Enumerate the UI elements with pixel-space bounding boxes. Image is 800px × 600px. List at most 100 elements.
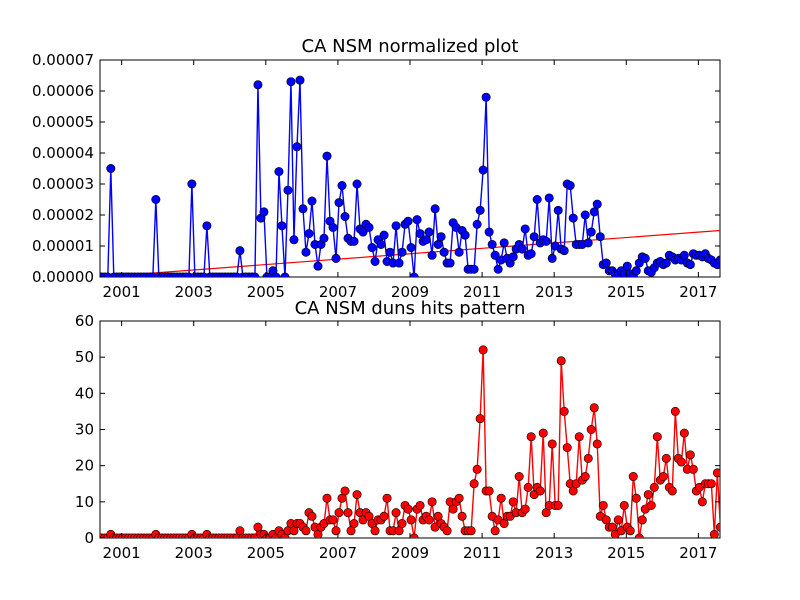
data-point: [331, 253, 341, 263]
data-point: [430, 204, 440, 214]
data-point: [457, 511, 467, 521]
data-point: [235, 246, 245, 256]
data-point: [725, 250, 733, 258]
y-tick-label: 50: [75, 348, 94, 366]
data-point: [490, 526, 500, 536]
data-point: [439, 247, 449, 257]
data-point: [370, 256, 380, 266]
data-point: [478, 165, 488, 175]
data-point: [478, 345, 488, 355]
y-tick-label: 0.00006: [32, 82, 94, 100]
data-point: [394, 258, 404, 268]
y-tick-label: 40: [75, 384, 94, 402]
data-point: [562, 443, 572, 453]
data-point: [334, 508, 344, 518]
data-point: [271, 272, 281, 277]
data-point: [151, 195, 161, 205]
data-point: [556, 356, 566, 366]
data-point: [715, 255, 720, 265]
data-point: [661, 453, 671, 463]
data-point: [322, 493, 332, 503]
data-point: [631, 266, 641, 276]
data-point: [259, 207, 269, 217]
data-point: [685, 450, 695, 460]
data-point: [586, 227, 596, 237]
data-point: [415, 500, 425, 510]
data-point: [202, 221, 212, 231]
data-point: [466, 526, 476, 536]
chart-title-duns-hits: CA NSM duns hits pattern: [295, 298, 526, 319]
data-point: [415, 229, 425, 239]
data-point: [601, 258, 611, 268]
data-point: [529, 232, 539, 242]
data-point: [424, 515, 434, 525]
chart-title-normalized: CA NSM normalized plot: [302, 36, 519, 57]
data-point: [487, 239, 497, 249]
data-point: [646, 500, 656, 510]
data-point: [553, 205, 563, 215]
data-point: [406, 243, 416, 253]
data-point: [628, 472, 638, 482]
x-tick-label: 2007: [319, 544, 357, 562]
data-point: [289, 235, 299, 245]
data-point: [484, 227, 494, 237]
data-point: [580, 472, 590, 482]
data-point: [331, 526, 341, 536]
data-point: [625, 526, 635, 536]
data-point: [391, 221, 401, 231]
data-point: [619, 500, 629, 510]
data-point: [337, 181, 347, 191]
chart-duns-hits: CA NSM duns hits pattern 2001 2003 2005 200…: [75, 298, 721, 562]
data-point: [559, 246, 569, 256]
data-point: [535, 486, 545, 496]
data-point: [280, 272, 290, 277]
data-point: [445, 258, 455, 268]
data-point: [319, 233, 329, 243]
data-point: [379, 511, 389, 521]
y-tick-label: 0.00000: [32, 268, 94, 286]
data-point: [409, 533, 419, 538]
data-point: [382, 493, 392, 503]
x-tick-label: 2003: [175, 283, 213, 301]
data-point: [106, 164, 116, 174]
data-point: [472, 464, 482, 474]
data-point: [283, 185, 293, 195]
y-tick-label: 0.00004: [32, 144, 94, 162]
y-tick-label: 0.00001: [32, 237, 94, 255]
data-point: [286, 77, 296, 87]
trend-line: [100, 229, 720, 277]
data-point: [424, 227, 434, 237]
x-tick-label: 2009: [391, 283, 429, 301]
x-tick-label: 2005: [247, 283, 285, 301]
data-point: [712, 468, 720, 478]
data-point: [637, 515, 647, 525]
y-tick-label: 0.00003: [32, 175, 94, 193]
data-point: [334, 198, 344, 208]
data-point: [583, 453, 593, 463]
data-point: [343, 508, 353, 518]
x-tick-label: 2009: [391, 544, 429, 562]
data-point: [328, 515, 338, 525]
data-point: [397, 519, 407, 529]
data-point: [508, 252, 518, 262]
data-point: [559, 406, 569, 416]
data-point: [565, 181, 575, 191]
x-tick-label: 2017: [679, 544, 717, 562]
data-point: [661, 258, 671, 268]
data-point: [274, 167, 284, 177]
data-point: [523, 482, 533, 492]
data-point: [349, 236, 359, 246]
data-point: [679, 428, 689, 438]
data-point: [580, 210, 590, 220]
data-point: [722, 270, 730, 278]
data-point: [301, 247, 311, 257]
data-point: [454, 493, 464, 503]
data-point: [469, 479, 479, 489]
data-point: [307, 511, 317, 521]
data-point: [640, 253, 650, 263]
data-point: [358, 227, 368, 237]
data-point: [250, 272, 260, 277]
data-point: [340, 212, 350, 222]
data-point: [472, 219, 482, 229]
x-tick-label: 2013: [535, 544, 573, 562]
